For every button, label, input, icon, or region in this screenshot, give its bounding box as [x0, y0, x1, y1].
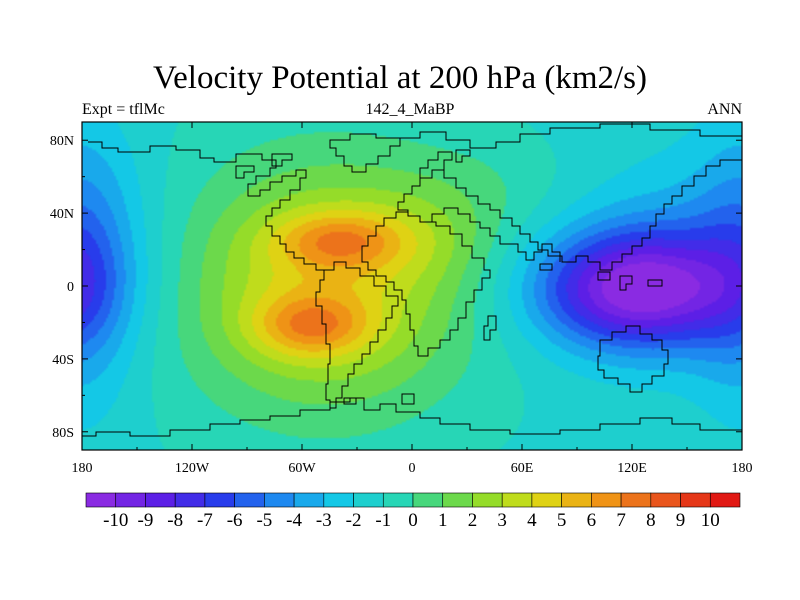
coastline-maritime-continent: [539, 263, 663, 291]
colorbar-box: [115, 492, 146, 508]
colorbar-box: [85, 492, 117, 508]
colorbar-box: [591, 492, 622, 508]
y-axis: 80N 40N 0 40S 80S: [50, 134, 742, 441]
coastline-europe: [419, 151, 453, 178]
coastline-south-america: [315, 261, 399, 409]
coastline-antarctica: [82, 397, 742, 437]
colorbar-box: [531, 492, 562, 508]
colorbar-box: [323, 492, 354, 508]
chart-title: Velocity Potential at 200 hPa (km2/s): [152, 60, 648, 96]
experiment-label: Expt = tflMc: [82, 101, 165, 118]
x-tick-label: 0: [409, 461, 416, 476]
colorbar-box: [709, 492, 741, 508]
colorbar-label: -9: [138, 510, 154, 531]
coastline-south-asia: [508, 243, 561, 262]
coastline-antarctic-islands: [343, 393, 415, 405]
x-tick-label: 60W: [288, 461, 316, 476]
contour-field: [82, 122, 742, 450]
colorbar-box: [561, 492, 592, 508]
case-label: 142_4_MaBP: [365, 101, 455, 118]
x-tick-label: 60E: [511, 461, 534, 476]
colorbar-box: [264, 492, 295, 508]
y-tick-label: 40S: [52, 353, 74, 368]
colorbar-box: [472, 492, 503, 508]
colorbar-box: [234, 492, 265, 508]
colorbar-box: [145, 492, 176, 508]
x-tick-label: 120W: [175, 461, 210, 476]
coastline-greenland: [329, 133, 401, 173]
colorbar-label: 5: [557, 510, 567, 531]
colorbar-box: [501, 492, 533, 508]
colorbar-label: 2: [468, 510, 478, 531]
colorbar-box: [442, 492, 473, 508]
colorbar: -10 -9 -8 -7 -6 -5 -4 -3 -2 -1 0 1 2 3 4 5 6 7 8 9 10: [85, 492, 741, 531]
colorbar-label: 9: [676, 510, 686, 531]
colorbar-box: [382, 492, 414, 508]
coastline-australia: [597, 325, 669, 393]
colorbar-label: -2: [346, 510, 362, 531]
colorbar-label: -4: [286, 510, 302, 531]
colorbar-label: -8: [167, 510, 183, 531]
colorbar-label: 3: [497, 510, 507, 531]
coastline-madagascar: [483, 315, 497, 341]
y-tick-label: 80S: [52, 426, 74, 441]
colorbar-box: [650, 492, 681, 508]
colorbar-label: 1: [438, 510, 448, 531]
x-tick-label: 180: [72, 461, 93, 476]
colorbar-box: [174, 492, 206, 508]
colorbar-label: -3: [316, 510, 332, 531]
coastlines: [82, 123, 742, 437]
y-tick-label: 80N: [50, 134, 74, 149]
colorbar-box: [204, 492, 235, 508]
colorbar-label: -6: [227, 510, 243, 531]
coastline-africa: [361, 211, 491, 357]
colorbar-box: [680, 492, 711, 508]
y-tick-label: 0: [67, 280, 74, 295]
season-label: ANN: [707, 101, 742, 118]
x-axis: 180 120W 60W 0 60E 120E 180: [72, 122, 753, 476]
contour-fill: [82, 122, 742, 450]
colorbar-label: 6: [587, 510, 597, 531]
colorbar-label: -1: [375, 510, 391, 531]
colorbar-label: -7: [197, 510, 213, 531]
colorbar-label: -5: [256, 510, 272, 531]
y-tick-label: 40N: [50, 207, 74, 222]
coastline-north-america: [88, 141, 324, 271]
colorbar-box: [293, 492, 325, 508]
colorbar-label: 7: [616, 510, 626, 531]
colorbar-box: [353, 492, 384, 508]
colorbar-label: 10: [701, 510, 720, 531]
x-tick-label: 180: [732, 461, 753, 476]
colorbar-box: [620, 492, 652, 508]
colorbar-box: [412, 492, 444, 508]
colorbar-label: -10: [103, 510, 128, 531]
x-tick-label: 120E: [617, 461, 647, 476]
coastline-arctic-islands: [235, 149, 471, 179]
colorbar-label: 0: [408, 510, 418, 531]
colorbar-label: 8: [646, 510, 656, 531]
colorbar-label: 4: [527, 510, 537, 531]
